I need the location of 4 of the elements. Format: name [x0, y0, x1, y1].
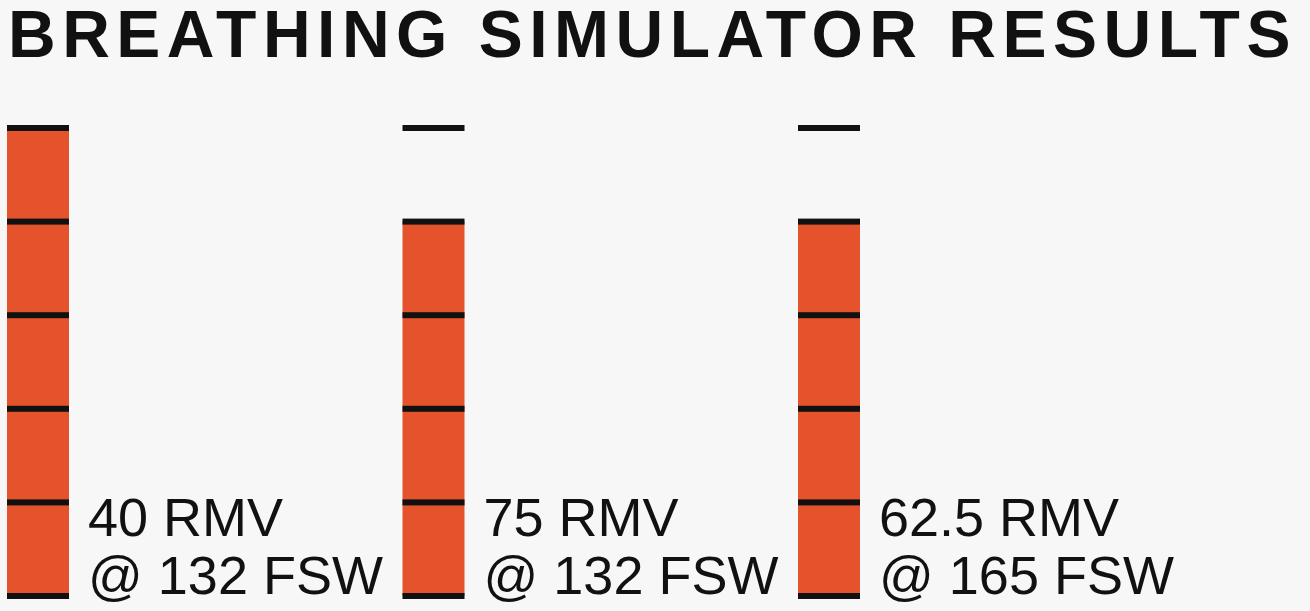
x-tick-label: 40 RMV @ 132 FSW: [88, 487, 383, 605]
chart-title: BREATHING SIMULATOR RESULTS: [8, 0, 1297, 71]
x-tick-label: 75 RMV @ 132 FSW: [483, 487, 779, 605]
x-tick-label: 62.5 RMV @ 165 FSW: [879, 487, 1174, 605]
